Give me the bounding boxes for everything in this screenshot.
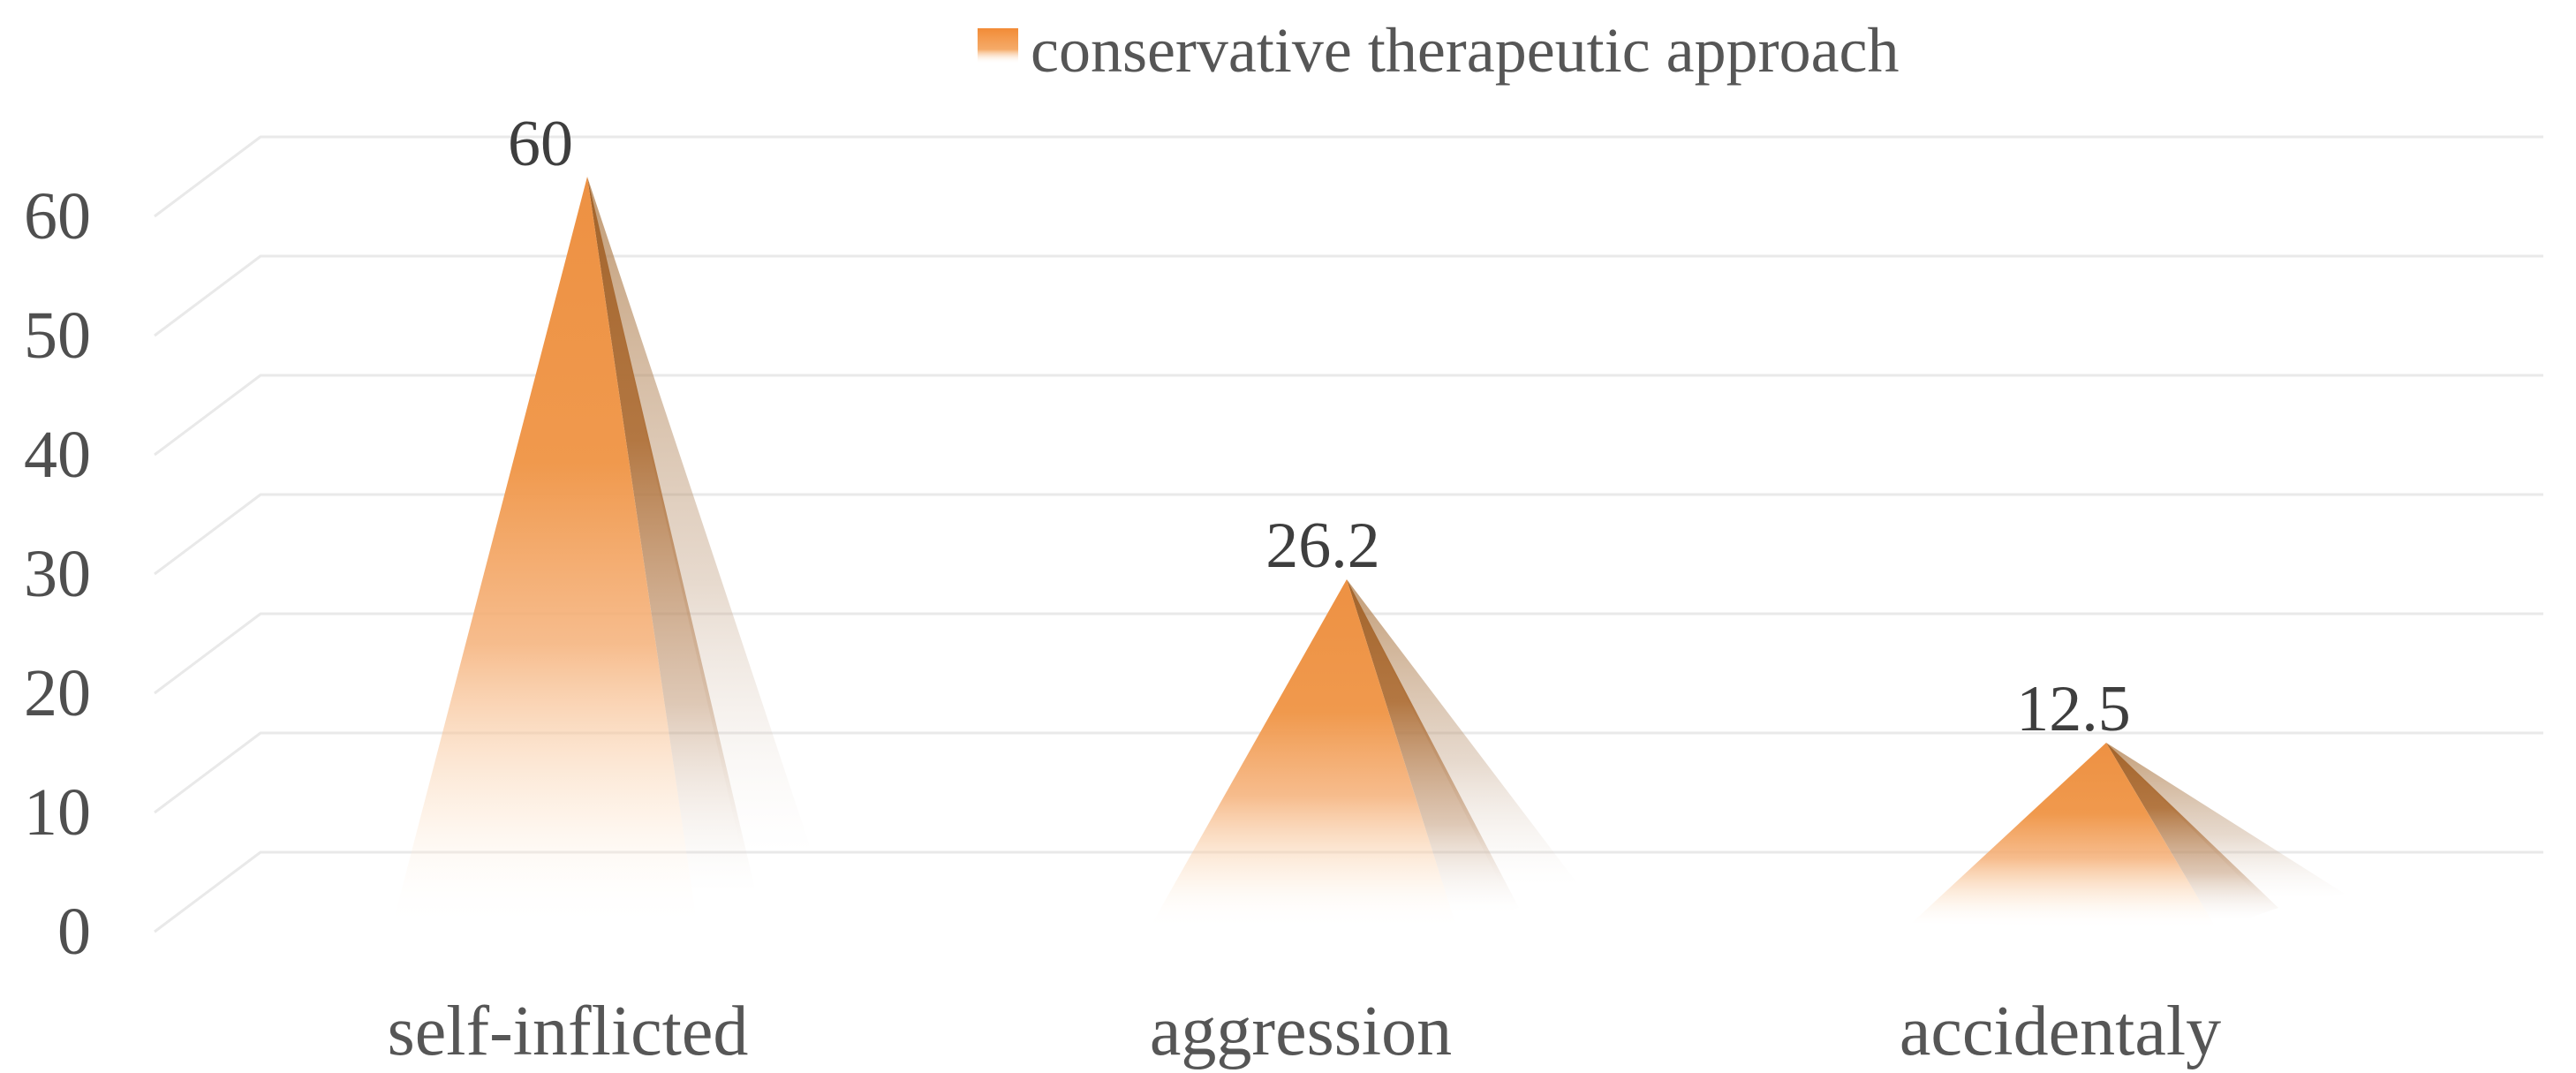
pyramid-aggression-tail-face — [1347, 579, 1585, 911]
pyramid-accidentaly-side-face — [2106, 743, 2278, 929]
gridline-0 — [154, 850, 2543, 933]
pyramid-accidentaly-tail-face — [2106, 743, 2345, 911]
category-label-self-inflicted: self-inflicted — [388, 993, 749, 1070]
pyramid-accidentaly: 12.5 — [1912, 673, 2345, 929]
pyramid-aggression: 26.2 — [1152, 510, 1585, 929]
pyramid-self-inflicted-tail-face — [587, 177, 826, 911]
data-label-self-inflicted: 60 — [508, 108, 573, 180]
pyramid-accidentaly-front-face — [1912, 743, 2217, 929]
legend-marker-icon — [978, 28, 1018, 64]
pyramid-aggression-front-face — [1152, 579, 1457, 929]
data-label-aggression: 26.2 — [1265, 510, 1380, 582]
ytick-30: 30 — [24, 537, 91, 611]
ytick-0: 0 — [57, 895, 91, 969]
gridline-30 — [154, 493, 2543, 576]
gridline-60 — [154, 135, 2543, 218]
legend: conservative therapeutic approach — [978, 15, 1900, 86]
pyramid-self-inflicted-side-face — [587, 177, 759, 929]
category-label-accidentaly: accidentaly — [1900, 993, 2221, 1070]
legend-series-label: conservative therapeutic approach — [1031, 15, 1900, 86]
gridline-50 — [154, 254, 2543, 337]
gridline-20 — [154, 612, 2543, 695]
ytick-10: 10 — [24, 775, 91, 850]
gridline-40 — [154, 374, 2543, 457]
pyramid-self-inflicted-front-face — [393, 177, 698, 929]
ytick-60: 60 — [24, 179, 91, 253]
ytick-20: 20 — [24, 656, 91, 730]
ytick-50: 50 — [24, 298, 91, 373]
ytick-40: 40 — [24, 418, 91, 492]
category-axis-labels: self-inflicted aggression accidentaly — [388, 993, 2221, 1070]
data-label-accidentaly: 12.5 — [2016, 673, 2131, 745]
gridline-10 — [154, 731, 2543, 814]
gridlines — [154, 135, 2543, 933]
pyramid-aggression-side-face — [1347, 579, 1519, 929]
category-label-aggression: aggression — [1150, 993, 1452, 1070]
pyramid-self-inflicted: 60 — [393, 108, 826, 929]
y-axis-tick-labels: 60 50 40 30 20 10 0 — [24, 179, 91, 969]
